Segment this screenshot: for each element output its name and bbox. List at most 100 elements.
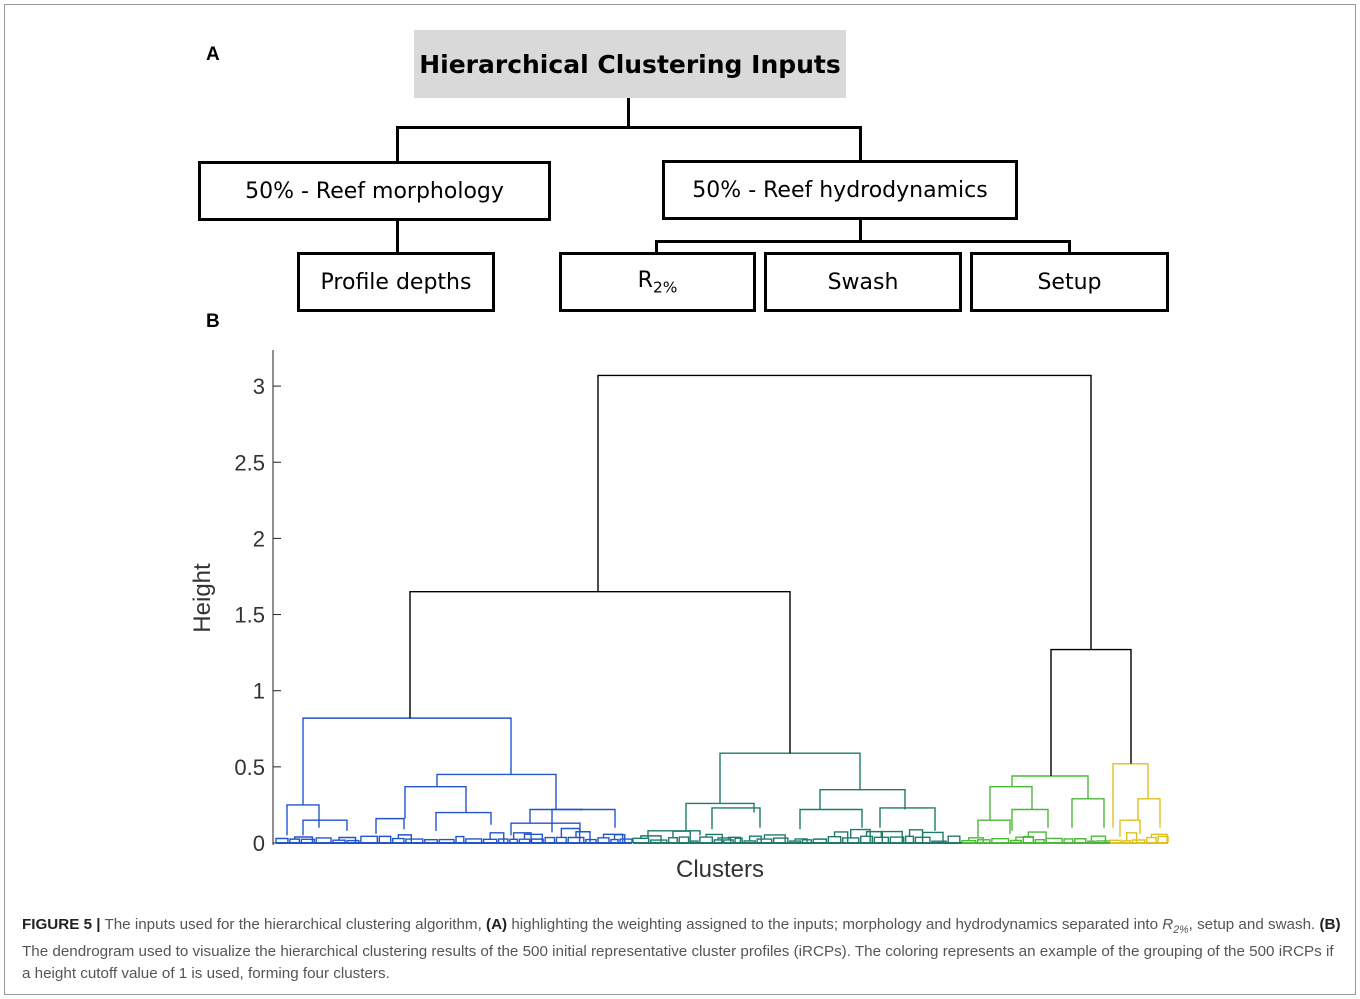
dendrogram-link bbox=[529, 808, 583, 824]
leaf-link bbox=[1090, 835, 1107, 843]
dendrogram-link bbox=[977, 819, 1011, 837]
yellow-cluster-top-link bbox=[1112, 763, 1149, 828]
leaf-link bbox=[1045, 837, 1063, 843]
leaf-link bbox=[991, 838, 1010, 843]
leaf-link bbox=[921, 831, 944, 843]
leaf-link bbox=[1109, 839, 1122, 843]
r2-box: R2% bbox=[559, 252, 756, 312]
leaf-link bbox=[455, 835, 465, 843]
y-tick-label: 2.5 bbox=[234, 450, 265, 475]
leaf-link bbox=[947, 835, 961, 843]
leaf-link bbox=[756, 838, 773, 843]
x-axis-title: Clusters bbox=[676, 856, 764, 883]
leaf-link bbox=[1034, 838, 1045, 843]
blue-cluster-top-link bbox=[302, 717, 512, 805]
dendrogram-link bbox=[711, 807, 761, 830]
leaf-link bbox=[597, 837, 610, 843]
leaf-link bbox=[575, 831, 591, 843]
green-yellow-merge-link bbox=[1050, 648, 1132, 776]
dendrogram-link bbox=[436, 773, 557, 810]
root-merge-link bbox=[597, 374, 1092, 650]
leaf-link bbox=[1063, 838, 1074, 843]
leaf-link bbox=[585, 838, 597, 843]
dendrogram-link bbox=[879, 807, 936, 831]
y-axis-title: Height bbox=[189, 563, 216, 633]
connector-root-bar bbox=[396, 126, 862, 129]
y-tick-label: 2 bbox=[253, 526, 265, 551]
leaf-link bbox=[332, 839, 346, 843]
dendrogram-link bbox=[647, 830, 701, 839]
leaf-link bbox=[734, 837, 743, 843]
dendrogram-link bbox=[302, 819, 348, 836]
y-tick-label: 3 bbox=[253, 374, 265, 399]
leaf-link bbox=[794, 838, 808, 843]
blue-teal-merge-link bbox=[409, 591, 791, 754]
root-node-box: Hierarchical Clustering Inputs bbox=[414, 30, 846, 98]
leaf-link bbox=[497, 838, 509, 843]
panel-b-label: B bbox=[206, 311, 220, 332]
leaf-link bbox=[489, 832, 505, 843]
green-cluster-top-link bbox=[1011, 775, 1089, 799]
leaf-link bbox=[650, 839, 668, 843]
connector-left-down bbox=[396, 126, 399, 162]
r2-label: R2% bbox=[637, 267, 678, 297]
leaf-link bbox=[1126, 832, 1138, 843]
leaf-link bbox=[512, 832, 532, 843]
leaf-link bbox=[518, 838, 531, 843]
leaf-link bbox=[1146, 836, 1157, 843]
dendrogram-link bbox=[1119, 819, 1141, 837]
dendrogram-link bbox=[799, 808, 863, 830]
leaf-link bbox=[727, 836, 742, 843]
leaf-link bbox=[275, 837, 289, 843]
leaf-link bbox=[1131, 839, 1146, 843]
figure-caption: FIGURE 5 | The inputs used for the hiera… bbox=[22, 916, 1341, 983]
leaf-link bbox=[812, 838, 828, 843]
y-tick-label: 1 bbox=[253, 679, 265, 704]
y-ticks: 0 0.5 1 1.5 2 2.5 3 bbox=[234, 374, 281, 856]
dendrogram-link bbox=[375, 817, 405, 834]
y-tick-label: 1.5 bbox=[234, 603, 265, 628]
leaf-link bbox=[723, 839, 734, 843]
connector-hydro-bar bbox=[655, 240, 1071, 243]
leaf-link bbox=[392, 837, 405, 843]
leaf-link bbox=[619, 838, 633, 843]
connector-right-down bbox=[859, 126, 862, 161]
leaf-link bbox=[904, 835, 915, 843]
leaf-link bbox=[678, 836, 690, 843]
y-tick-label: 0.5 bbox=[234, 755, 265, 780]
leaf-link bbox=[300, 838, 315, 843]
leaf-link bbox=[315, 837, 332, 843]
leaf-link bbox=[465, 838, 483, 843]
dendrogram-link bbox=[1137, 798, 1161, 828]
leaf-link bbox=[360, 835, 378, 843]
leaf-link bbox=[773, 837, 789, 843]
dendrogram-link bbox=[819, 788, 906, 810]
profile-depths-box: Profile depths bbox=[297, 252, 495, 312]
leaf-link bbox=[424, 839, 438, 843]
leaf-link bbox=[405, 838, 424, 843]
dendrogram-link bbox=[1011, 808, 1049, 831]
teal-cluster-top-link bbox=[719, 752, 861, 804]
leaf-link bbox=[743, 840, 756, 843]
y-tick-label: 0 bbox=[253, 831, 265, 856]
leaf-link bbox=[705, 833, 723, 843]
panel-a-label: A bbox=[206, 44, 220, 65]
connector-morph-down bbox=[396, 221, 399, 253]
swash-box: Swash bbox=[764, 252, 962, 312]
leaf-link bbox=[976, 839, 991, 843]
leaf-link bbox=[667, 837, 678, 843]
leaf-link bbox=[1022, 835, 1035, 843]
leaf-link bbox=[1074, 838, 1087, 843]
leaf-link bbox=[1027, 831, 1047, 843]
leaf-link bbox=[1009, 839, 1023, 843]
leaf-link bbox=[763, 834, 786, 843]
dendrogram-links bbox=[275, 374, 1169, 844]
figure-frame bbox=[4, 4, 1356, 995]
connector-root-down bbox=[627, 98, 630, 128]
leaf-link bbox=[378, 835, 392, 843]
leaf-link bbox=[699, 836, 713, 843]
leaf-link bbox=[346, 839, 360, 843]
dendrogram-link bbox=[404, 785, 467, 819]
leaf-link bbox=[1150, 833, 1168, 843]
